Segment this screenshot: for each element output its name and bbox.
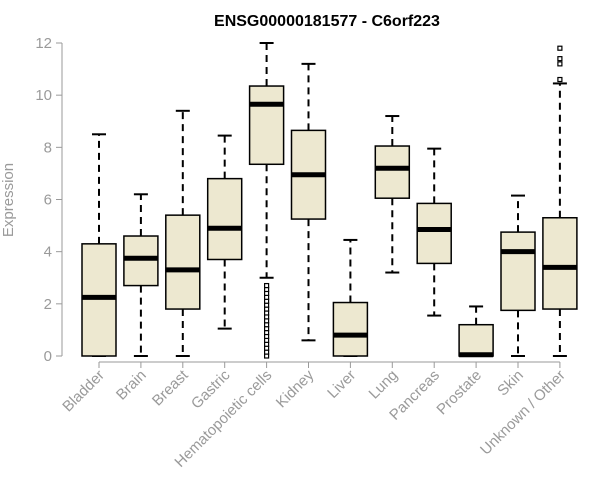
box-liver xyxy=(332,238,369,357)
x-tick-label: Lung xyxy=(366,367,402,403)
box-body xyxy=(81,243,117,357)
box-pancreas xyxy=(416,147,452,317)
box-breast xyxy=(165,109,201,357)
outlier-point xyxy=(557,45,563,51)
y-tick-label: 4 xyxy=(44,244,52,261)
y-tick-label: 10 xyxy=(35,87,52,104)
box-body xyxy=(332,301,369,357)
box-hematopoietic-cells xyxy=(248,42,285,359)
x-tick-label: Prostate xyxy=(433,367,485,419)
box-body xyxy=(123,235,159,287)
y-tick-label: 0 xyxy=(44,348,52,365)
box-body xyxy=(416,202,452,265)
box-body xyxy=(206,177,243,261)
outlier-point xyxy=(264,282,270,289)
y-tick-label: 2 xyxy=(44,296,52,313)
box-brain xyxy=(123,193,159,357)
outlier-point xyxy=(557,56,563,62)
box-kidney xyxy=(290,62,327,342)
box-body xyxy=(248,85,285,166)
box-gastric xyxy=(206,134,243,330)
x-tick-label: Skin xyxy=(494,367,527,400)
x-tick-label: Bladder xyxy=(59,367,108,416)
y-tick-label: 8 xyxy=(44,139,52,156)
y-tick-label: 6 xyxy=(44,192,52,209)
y-tick-label: 12 xyxy=(35,35,52,52)
box-skin xyxy=(500,194,536,357)
x-tick-label: Breast xyxy=(149,366,192,409)
box-unknown-other xyxy=(542,45,578,357)
y-axis-label: Expression xyxy=(0,163,17,237)
y-axis: 0 2 4 6 8 10 12 xyxy=(35,35,63,365)
box-body xyxy=(165,214,201,310)
box-body xyxy=(542,217,578,310)
box-series xyxy=(81,42,578,359)
box-body xyxy=(374,145,411,199)
box-lung xyxy=(374,115,411,274)
x-tick-label: Liver xyxy=(324,367,359,402)
box-prostate xyxy=(458,305,494,358)
box-body xyxy=(500,231,536,312)
x-tick-label: Kidney xyxy=(273,366,318,411)
x-tick-label: Brain xyxy=(113,367,150,404)
chart-title: ENSG00000181577 - C6orf223 xyxy=(214,13,440,30)
outlier-point xyxy=(557,61,563,67)
box-bladder xyxy=(81,133,117,357)
outlier-point xyxy=(557,76,563,83)
box-body xyxy=(458,323,494,357)
